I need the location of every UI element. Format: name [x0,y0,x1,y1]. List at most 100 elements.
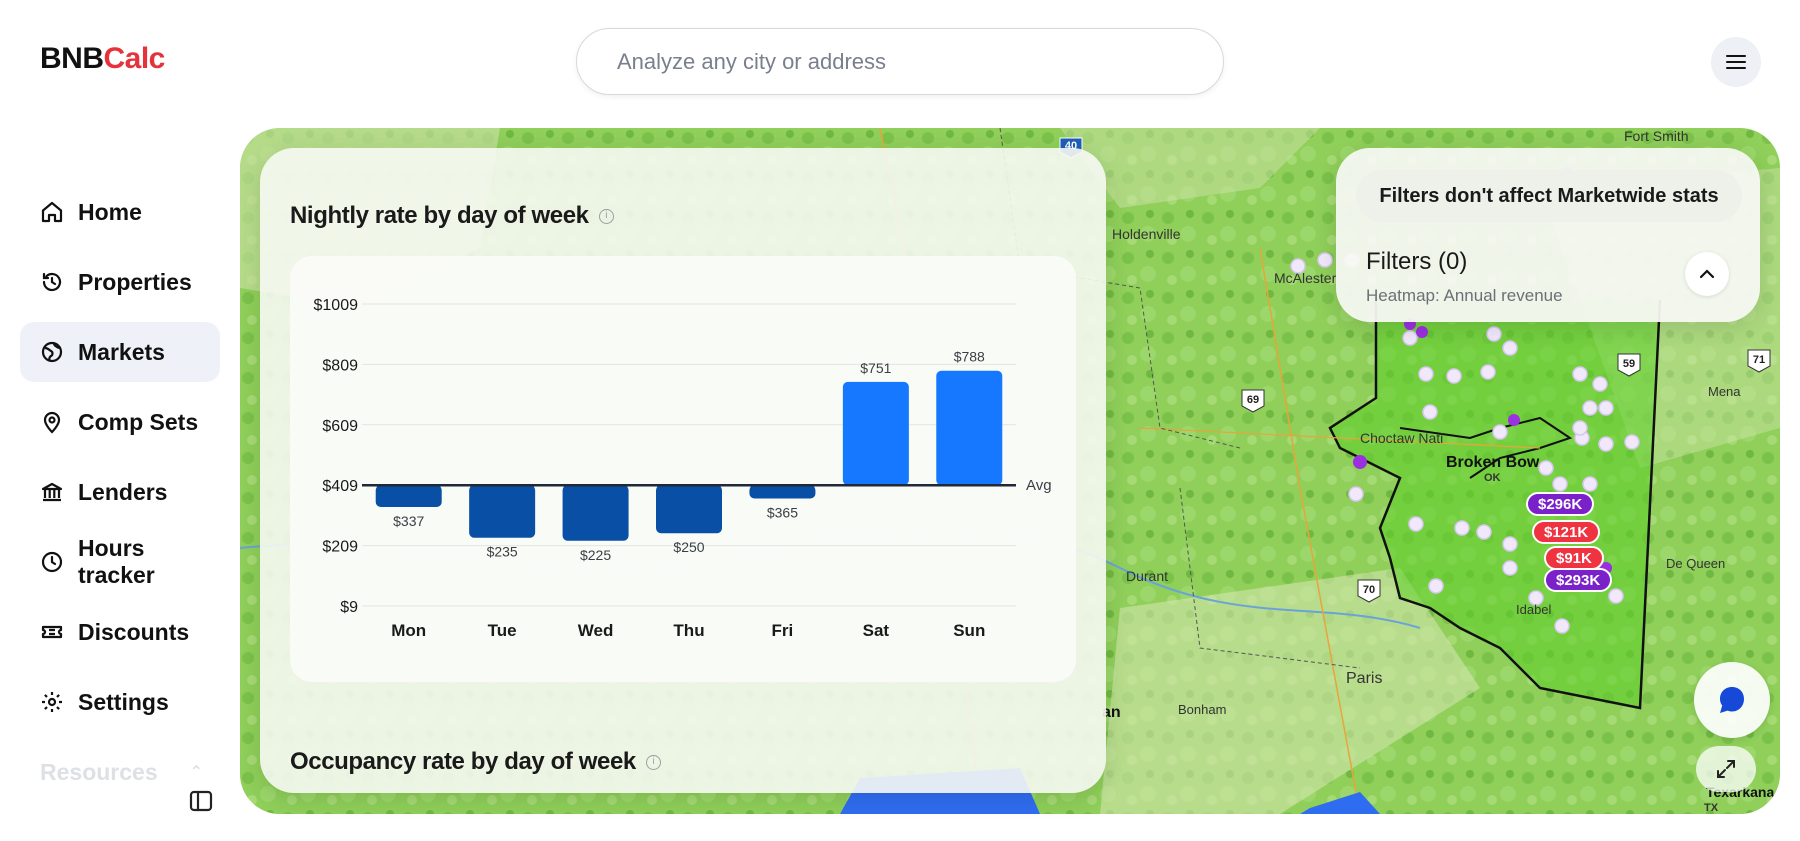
map-label-broken-bow: Broken Bow [1446,454,1540,471]
home-icon [40,200,64,224]
sidebar-toggle-icon [189,790,213,812]
filters-note: Filters don't affect Marketwide stats [1356,170,1742,222]
map-label-ok: OK [1484,472,1501,484]
location-pin-icon [40,410,64,434]
chart-container: $1009 $809 $609 $409 $209 $9 $337 Mon $235 Tue $22… [290,256,1076,682]
svg-text:70: 70 [1363,584,1375,596]
map-label-tx: TX [1704,802,1719,814]
sidebar-nav: Home Properties Markets Comp Sets Lender… [20,182,220,812]
chat-bubble-icon [1720,687,1744,713]
bar [656,485,722,534]
sidebar-item-lenders[interactable]: Lenders [20,462,220,522]
y-tick-label: $1009 [314,297,359,314]
chevron-up-icon [1699,269,1715,279]
menu-button[interactable] [1711,37,1761,87]
map-label-holdenville: Holdenville [1112,226,1181,242]
clock-icon [40,550,64,574]
sidebar-item-hours-tracker[interactable]: Hours tracker [20,532,220,592]
map-pin[interactable]: $121K [1532,520,1601,544]
sidebar-item-resources[interactable]: Resources ⌃ [20,742,220,802]
expand-icon [1717,760,1735,778]
sidebar-item-home[interactable]: Home [20,182,220,242]
x-tick-label: Thu [673,621,704,640]
map-label-partial: an [1102,704,1121,721]
sidebar-item-label: Lenders [78,478,168,505]
x-tick-label: Fri [772,621,794,640]
sidebar-item-label: Hours tracker [78,535,155,588]
next-chart-title-row: Occupancy rate by day of week i [290,748,661,776]
chart-card: Nightly rate by day of week i $1009 $809 $6… [260,148,1106,793]
logo-part-2: Calc [103,42,166,75]
data-label: $751 [860,360,891,376]
svg-text:69: 69 [1247,394,1259,406]
bar [562,485,629,541]
next-chart-title: Occupancy rate by day of week [290,748,636,775]
y-tick-label: $809 [322,357,358,374]
map-label-fort-smith: Fort Smith [1624,128,1689,144]
sidebar-item-label: Discounts [78,618,190,645]
filters-collapse-button[interactable] [1685,252,1729,296]
sidebar-item-comp-sets[interactable]: Comp Sets [20,392,220,452]
map-label-paris: Paris [1346,670,1383,687]
filters-subtitle: Heatmap: Annual revenue [1366,286,1563,305]
sidebar-item-label: Home [78,198,142,225]
data-label: $788 [954,349,985,365]
chart-title: Nightly rate by day of week [290,202,589,229]
info-icon[interactable]: i [598,209,614,225]
filters-panel: Filters don't affect Marketwide stats Fi… [1336,148,1760,322]
x-tick-label: Mon [391,621,426,640]
y-tick-label: $9 [340,599,358,616]
sidebar-item-label: Markets [78,338,165,365]
bar [842,381,909,486]
sidebar-item-settings[interactable]: Settings [20,672,220,732]
map-label-idabel: Idabel [1516,602,1552,617]
map-pin[interactable]: $91K [1544,546,1604,570]
map-pin[interactable]: $293K [1544,568,1613,592]
sidebar-item-label: Properties [78,268,192,295]
bar [936,370,1003,486]
data-label: $225 [580,547,611,563]
y-tick-label: $609 [322,418,358,435]
svg-text:59: 59 [1623,358,1635,370]
globe-icon [40,340,64,364]
ticket-icon [40,620,64,644]
filters-title[interactable]: Filters (0) [1366,248,1468,275]
map-label-mcalester: McAlester [1274,270,1337,286]
sidebar-toggle-button[interactable] [188,788,214,814]
map-label-bonham: Bonham [1178,702,1227,717]
sidebar-item-label: Settings [78,688,169,715]
chevron-up-icon: ⌃ [189,764,204,781]
baseline-label: Avg [1026,477,1052,494]
bar [749,485,816,499]
y-tick-label: $209 [322,539,358,556]
data-label: $337 [393,513,424,529]
gear-icon [40,690,64,714]
map-expand-button[interactable] [1696,746,1756,792]
chat-button[interactable] [1694,662,1770,738]
info-icon[interactable]: i [645,755,661,771]
data-label: $365 [767,504,798,520]
bar [375,485,442,507]
map-label-choctaw: Choctaw Nati [1360,430,1444,446]
map-pin[interactable]: $296K [1526,492,1595,516]
data-label: $250 [673,539,704,555]
map-label-de-queen: De Queen [1666,556,1726,571]
svg-text:71: 71 [1753,354,1765,366]
y-tick-label: $409 [322,478,358,495]
chart-title-row: Nightly rate by day of week i [290,202,614,230]
logo-part-1: BNB [40,42,104,75]
data-label: $235 [487,544,518,560]
x-tick-label: Sun [953,621,985,640]
search-box [576,28,1224,95]
history-icon [40,270,64,294]
hamburger-icon [1726,55,1746,69]
app-logo[interactable]: BNBCalc [40,42,165,76]
sidebar-item-properties[interactable]: Properties [20,252,220,312]
sidebar-item-label: Comp Sets [78,408,199,435]
bar [469,485,536,538]
sidebar-item-label: Resources [40,758,158,785]
sidebar-item-discounts[interactable]: Discounts [20,602,220,662]
sidebar-item-markets[interactable]: Markets [20,322,220,382]
search-input[interactable] [577,29,1223,94]
x-tick-label: Wed [578,621,614,640]
